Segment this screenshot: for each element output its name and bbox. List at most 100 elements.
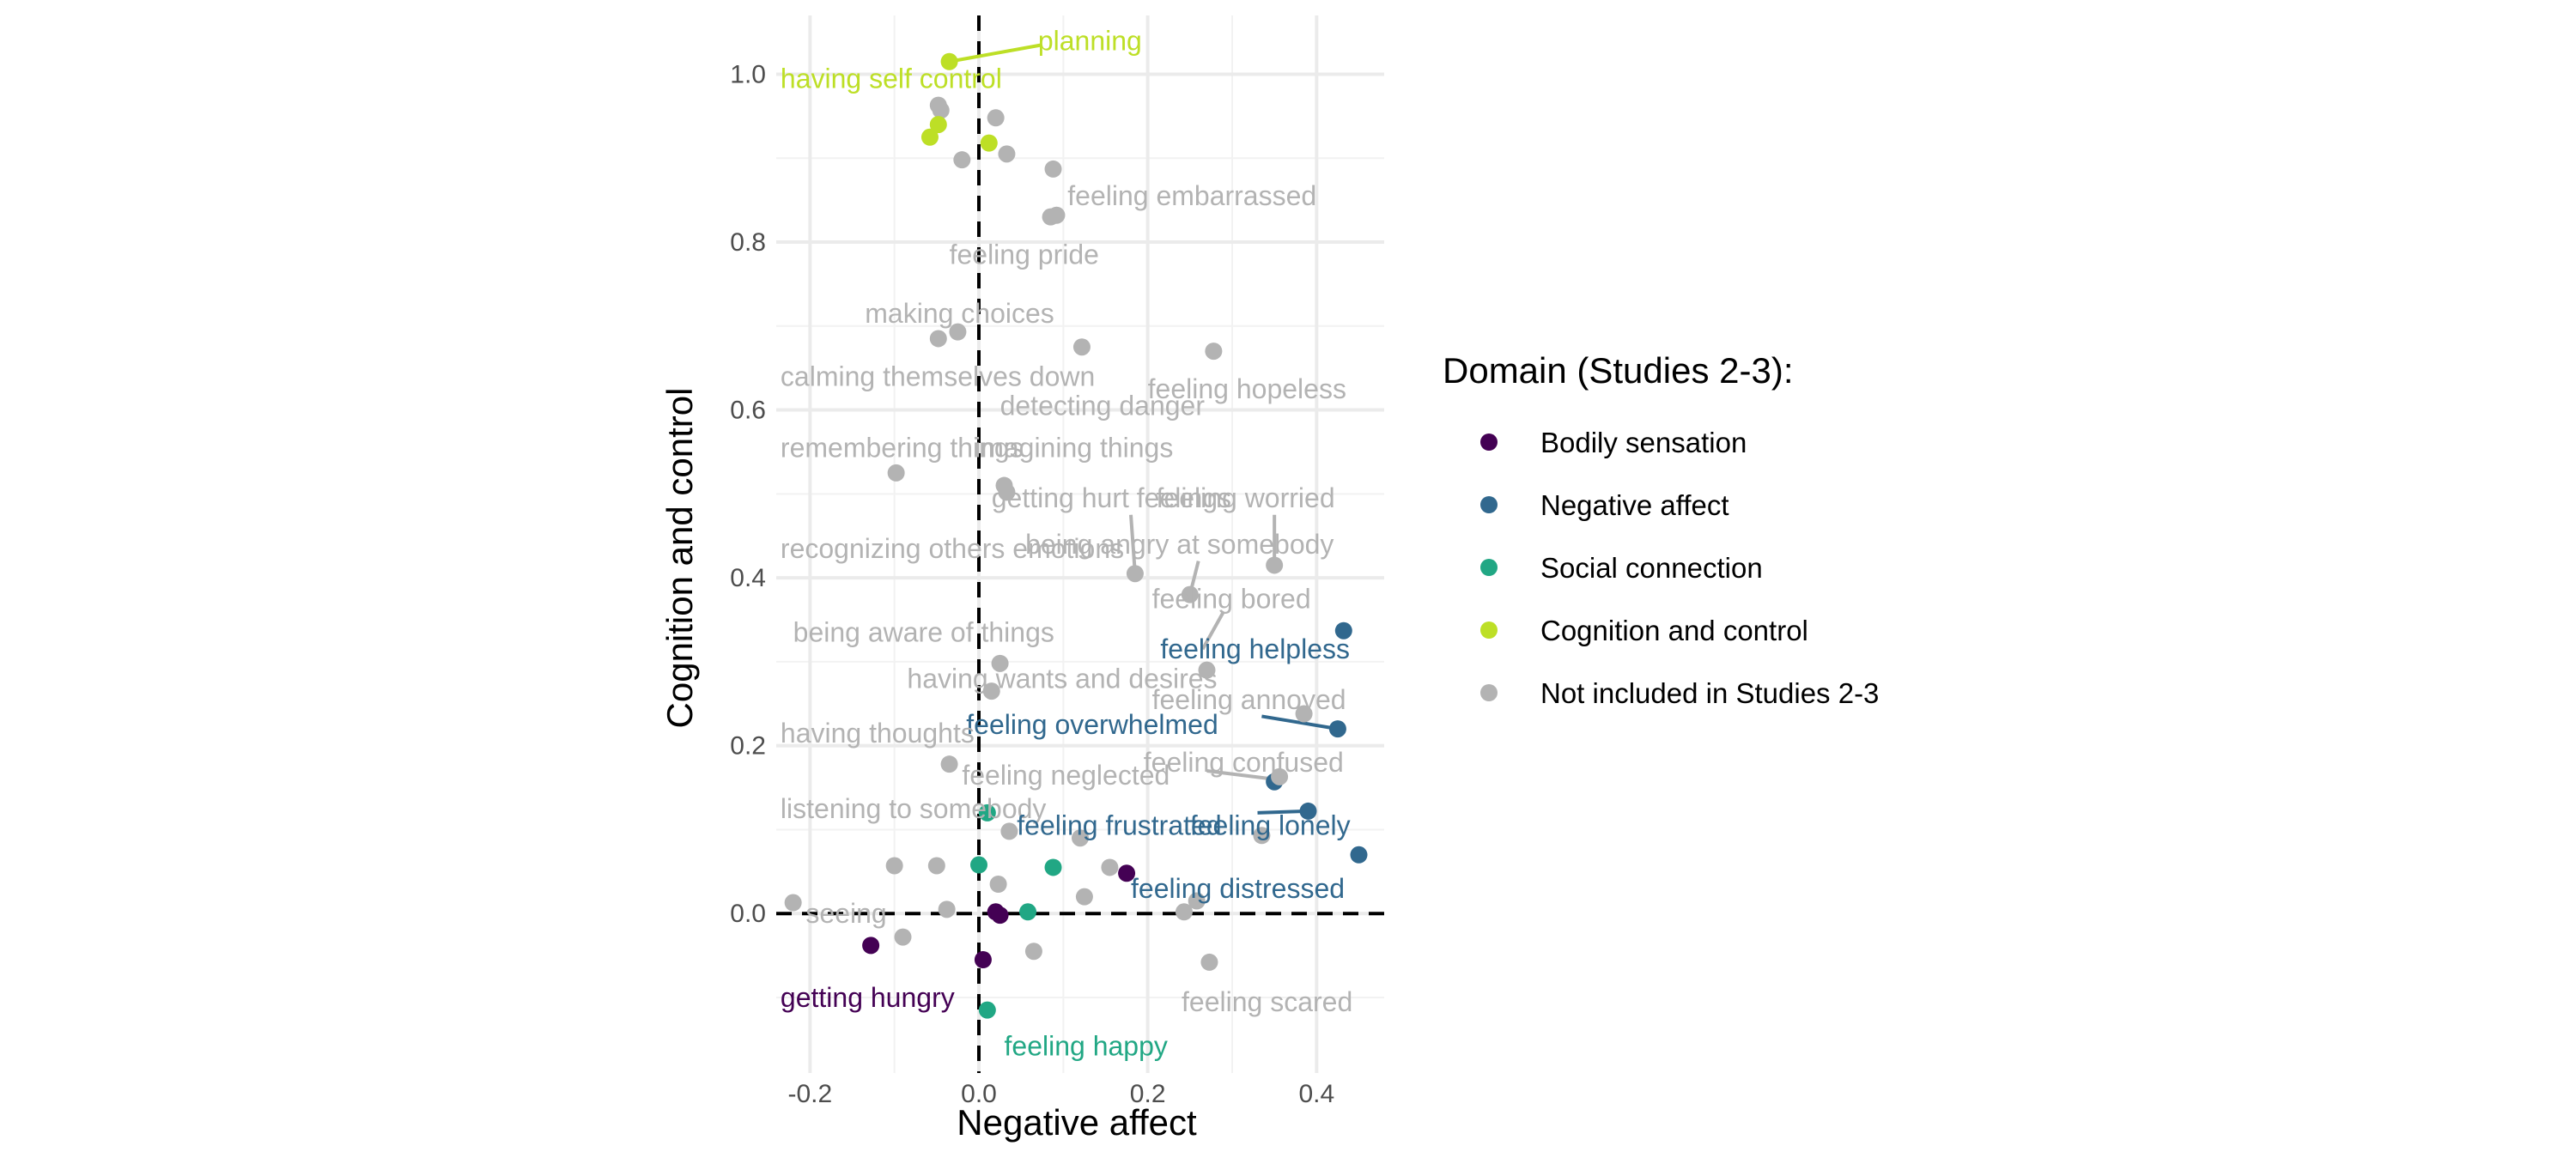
data-point bbox=[887, 464, 905, 482]
y-tick-label: 0.6 bbox=[730, 397, 766, 425]
leader-line bbox=[1261, 714, 1339, 731]
legend-label: Social connection bbox=[1540, 552, 1763, 584]
data-point bbox=[998, 483, 1016, 501]
data-point bbox=[1024, 943, 1042, 961]
leader-line bbox=[1200, 610, 1225, 651]
leader-line bbox=[1129, 514, 1137, 574]
data-point bbox=[1334, 621, 1352, 640]
data-point bbox=[1126, 565, 1144, 583]
data-point bbox=[1072, 338, 1091, 356]
point-label: feeling frustrated bbox=[1017, 810, 1221, 841]
data-point bbox=[1181, 585, 1199, 603]
x-tick-label: 0.2 bbox=[1130, 1080, 1166, 1108]
data-point bbox=[1000, 822, 1018, 840]
point-label: listening to somebody bbox=[781, 793, 1047, 824]
data-point bbox=[1205, 343, 1223, 361]
y-tick-label: 0.4 bbox=[730, 564, 766, 592]
data-point bbox=[1350, 846, 1368, 864]
data-point bbox=[1295, 705, 1313, 723]
data-point bbox=[1019, 903, 1037, 921]
data-point bbox=[1044, 160, 1062, 178]
data-point bbox=[940, 755, 958, 773]
point-label: making choices bbox=[865, 298, 1054, 329]
data-point bbox=[974, 951, 992, 968]
data-point bbox=[970, 856, 987, 874]
axis-tick-labels: -0.2 0.0 0.2 0.4 0.0 0.2 0.4 0.6 0.8 1.0 bbox=[730, 60, 1334, 1108]
data-point bbox=[940, 52, 958, 70]
y-tick-label: 0.8 bbox=[730, 228, 766, 257]
leader-line bbox=[1206, 769, 1275, 781]
point-label: feeling overwhelmed bbox=[966, 709, 1218, 740]
point-labels: planning having self control feeling embar… bbox=[781, 25, 1352, 1061]
data-point bbox=[938, 900, 956, 919]
data-point bbox=[929, 330, 947, 348]
point-label: detecting danger bbox=[1000, 391, 1206, 421]
point-label: recognizing others emotions bbox=[781, 533, 1124, 564]
data-point bbox=[927, 857, 945, 875]
y-tick-label: 1.0 bbox=[730, 60, 766, 88]
data-point bbox=[1072, 829, 1089, 847]
point-label: feeling neglected bbox=[962, 760, 1170, 791]
data-point bbox=[949, 323, 967, 341]
y-tick-label: 0.2 bbox=[730, 732, 766, 761]
x-tick-label: 0.4 bbox=[1298, 1080, 1334, 1108]
legend-key bbox=[1480, 433, 1498, 451]
legend-key bbox=[1480, 559, 1498, 576]
data-point bbox=[953, 151, 971, 169]
x-tick-label: -0.2 bbox=[787, 1080, 832, 1108]
data-point bbox=[991, 906, 1009, 925]
data-point bbox=[932, 101, 950, 119]
point-label: having thoughts bbox=[781, 718, 975, 749]
point-label: planning bbox=[1038, 25, 1142, 56]
data-point bbox=[1271, 767, 1289, 785]
y-axis-title: Cognition and control bbox=[659, 388, 700, 729]
data-point bbox=[1175, 903, 1193, 921]
data-point bbox=[978, 803, 996, 822]
data-point bbox=[1118, 864, 1136, 882]
point-label: feeling scared bbox=[1182, 986, 1352, 1017]
data-point bbox=[1188, 892, 1206, 910]
point-label: feeling pride bbox=[950, 239, 1099, 270]
data-point bbox=[894, 928, 912, 946]
point-label: feeling embarrassed bbox=[1067, 180, 1316, 211]
point-label: being aware of things bbox=[793, 617, 1054, 648]
data-point bbox=[978, 1001, 996, 1019]
leader-line bbox=[949, 43, 1043, 64]
data-point bbox=[1328, 720, 1346, 738]
data-point bbox=[991, 654, 1009, 672]
legend-key bbox=[1480, 684, 1498, 701]
data-point bbox=[980, 134, 998, 152]
x-tick-label: 0.0 bbox=[961, 1080, 997, 1108]
data-points bbox=[784, 52, 1368, 1019]
point-label: calming themselves down bbox=[781, 361, 1095, 391]
data-point bbox=[1200, 953, 1218, 971]
point-label: feeling helpless bbox=[1160, 634, 1350, 664]
point-label: feeling distressed bbox=[1131, 873, 1345, 904]
legend-title: Domain (Studies 2-3): bbox=[1443, 350, 1794, 391]
data-point bbox=[885, 857, 903, 875]
legend-label: Not included in Studies 2-3 bbox=[1540, 677, 1879, 709]
point-label: remembering things bbox=[781, 433, 1024, 464]
data-point bbox=[982, 682, 1000, 700]
point-label: feeling annoyed bbox=[1152, 684, 1346, 715]
point-label: feeling confused bbox=[1144, 747, 1344, 778]
point-label: feeling happy bbox=[1005, 1031, 1168, 1062]
point-label: having wants and desires bbox=[907, 663, 1217, 694]
data-point bbox=[1299, 802, 1317, 820]
legend-label: Bodily sensation bbox=[1540, 427, 1747, 458]
data-point bbox=[1101, 858, 1119, 876]
data-point bbox=[1044, 858, 1062, 876]
point-label: feeling hopeless bbox=[1148, 373, 1346, 404]
x-axis-title: Negative affect bbox=[957, 1102, 1197, 1143]
data-point bbox=[1048, 206, 1066, 224]
data-point bbox=[1253, 827, 1271, 845]
point-label: getting hungry bbox=[781, 982, 955, 1013]
data-point bbox=[998, 145, 1016, 163]
data-point bbox=[989, 876, 1007, 893]
data-point bbox=[1198, 661, 1216, 679]
data-point bbox=[862, 937, 880, 955]
legend-entries: Bodily sensation Negative affect Social co… bbox=[1480, 427, 1879, 709]
point-label: feeling bored bbox=[1152, 584, 1311, 615]
data-point bbox=[1266, 556, 1284, 574]
